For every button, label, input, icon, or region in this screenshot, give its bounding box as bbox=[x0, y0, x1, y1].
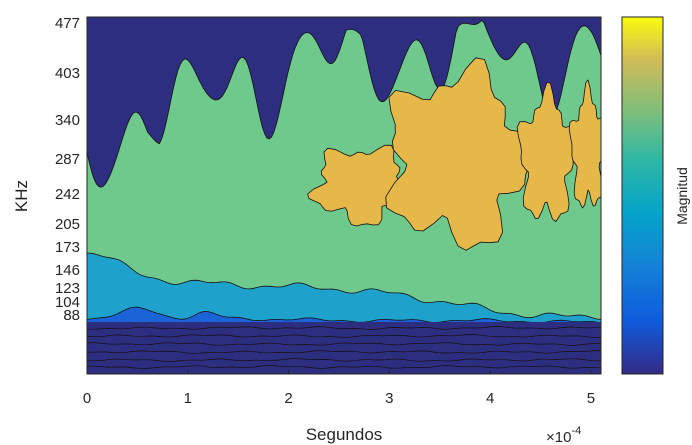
contour-bands bbox=[87, 17, 601, 374]
contour-band-5-region-b bbox=[385, 57, 543, 251]
contour-line bbox=[87, 342, 601, 346]
y-tick-label: 173 bbox=[55, 239, 80, 256]
y-tick-label: 242 bbox=[55, 186, 80, 203]
contour-band-lowest-overlay bbox=[87, 322, 601, 374]
x-axis-label: Segundos bbox=[306, 425, 383, 444]
y-tick-label: 403 bbox=[55, 65, 80, 82]
colorbar bbox=[621, 16, 664, 375]
plot-frame bbox=[86, 16, 602, 375]
x-tick-label: 5 bbox=[587, 390, 595, 407]
colorbar-label: Magnitud bbox=[674, 167, 690, 225]
x-exponent-label: ×10-4 bbox=[546, 425, 581, 445]
x-axis: 0 1 2 3 4 5 bbox=[83, 370, 595, 407]
low-contour-lines bbox=[87, 326, 601, 369]
y-tick-label: 88 bbox=[63, 307, 80, 324]
y-tick-label: 287 bbox=[55, 151, 80, 168]
y-tick-label: 477 bbox=[55, 15, 80, 32]
contour-band-5-region-d bbox=[568, 79, 601, 209]
contour-line bbox=[87, 326, 601, 330]
contour-line bbox=[87, 365, 601, 369]
y-tick-label: 340 bbox=[55, 112, 80, 129]
y-axis: 477 403 340 287 242 205 173 146 123 104 … bbox=[55, 15, 80, 324]
x-tick-label: 4 bbox=[486, 390, 494, 407]
x-tick-label: 1 bbox=[184, 390, 192, 407]
y-tick-label: 123 bbox=[55, 280, 80, 297]
y-axis-label: KHz bbox=[12, 180, 31, 212]
x-tick-label: 0 bbox=[83, 390, 91, 407]
y-tick-label: 146 bbox=[55, 262, 80, 279]
y-tick-label: 205 bbox=[55, 216, 80, 233]
contour-line bbox=[87, 350, 601, 354]
contour-line bbox=[87, 358, 601, 362]
contour-line bbox=[87, 334, 601, 338]
x-tick-label: 3 bbox=[385, 390, 393, 407]
contour-band-5-region-c bbox=[516, 81, 579, 222]
x-tick-label: 2 bbox=[284, 390, 292, 407]
y-tick-label: 104 bbox=[55, 294, 80, 311]
